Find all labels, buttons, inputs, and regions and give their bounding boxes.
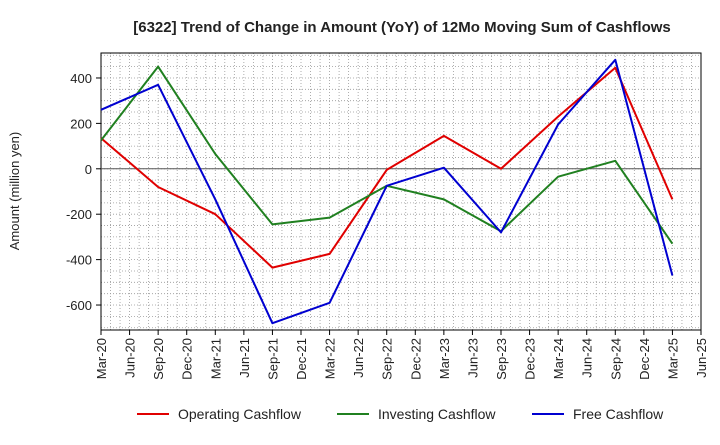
x-tick-label: Jun-24 — [580, 338, 595, 378]
grid-lines — [101, 53, 701, 330]
legend: Operating Cashflow Investing Cashflow Free… — [137, 406, 664, 422]
y-tick-label: -400 — [66, 253, 92, 268]
x-tick-label: Mar-23 — [437, 338, 452, 379]
series-line-free-cashflow — [100, 58, 674, 325]
x-tick-label: Dec-20 — [180, 338, 195, 380]
x-tick-label: Mar-21 — [208, 338, 223, 379]
x-tick-label: Sep-24 — [608, 338, 623, 380]
y-tick-label: 400 — [70, 71, 92, 86]
y-axis-label: Amount (million yen) — [7, 132, 22, 251]
x-tick-label: Mar-25 — [665, 338, 680, 379]
x-tick-label: Dec-21 — [294, 338, 309, 380]
x-tick-label: Jun-20 — [123, 338, 138, 378]
x-tick-label: Dec-24 — [637, 338, 652, 380]
x-tick-label: Sep-22 — [380, 338, 395, 380]
x-tick-label: Mar-20 — [94, 338, 109, 379]
y-tick-label: -200 — [66, 207, 92, 222]
x-tick-label: Jun-21 — [237, 338, 252, 378]
x-tick-label: Sep-20 — [151, 338, 166, 380]
x-tick-label: Mar-24 — [551, 338, 566, 379]
chart-title: [6322] Trend of Change in Amount (YoY) o… — [133, 19, 671, 36]
x-tick-label: Sep-23 — [494, 338, 509, 380]
y-tick-label: 0 — [85, 162, 92, 177]
legend-label-investing-cashflow: Investing Cashflow — [378, 406, 496, 422]
y-axis-ticks: -600 -400 -200 0 200 400 — [66, 71, 101, 313]
x-tick-label: Dec-22 — [408, 338, 423, 380]
plot-area — [100, 52, 702, 331]
legend-label-operating-cashflow: Operating Cashflow — [178, 406, 302, 422]
x-axis-ticks: Mar-20 Jun-20 Sep-20 Dec-20 Mar-21 Jun-21 Sep-… — [94, 330, 709, 380]
y-tick-label: 200 — [70, 116, 92, 131]
x-tick-label: Jun-23 — [465, 338, 480, 378]
x-tick-label: Sep-21 — [265, 338, 280, 380]
x-tick-label: Dec-23 — [523, 338, 538, 380]
legend-label-free-cashflow: Free Cashflow — [573, 406, 664, 422]
x-tick-label: Jun-25 — [694, 338, 709, 378]
x-tick-label: Jun-22 — [351, 338, 366, 378]
y-tick-label: -600 — [66, 298, 92, 313]
series-line-operating-cashflow — [100, 66, 674, 269]
series-lines — [100, 58, 674, 325]
x-tick-label: Mar-22 — [323, 338, 338, 379]
